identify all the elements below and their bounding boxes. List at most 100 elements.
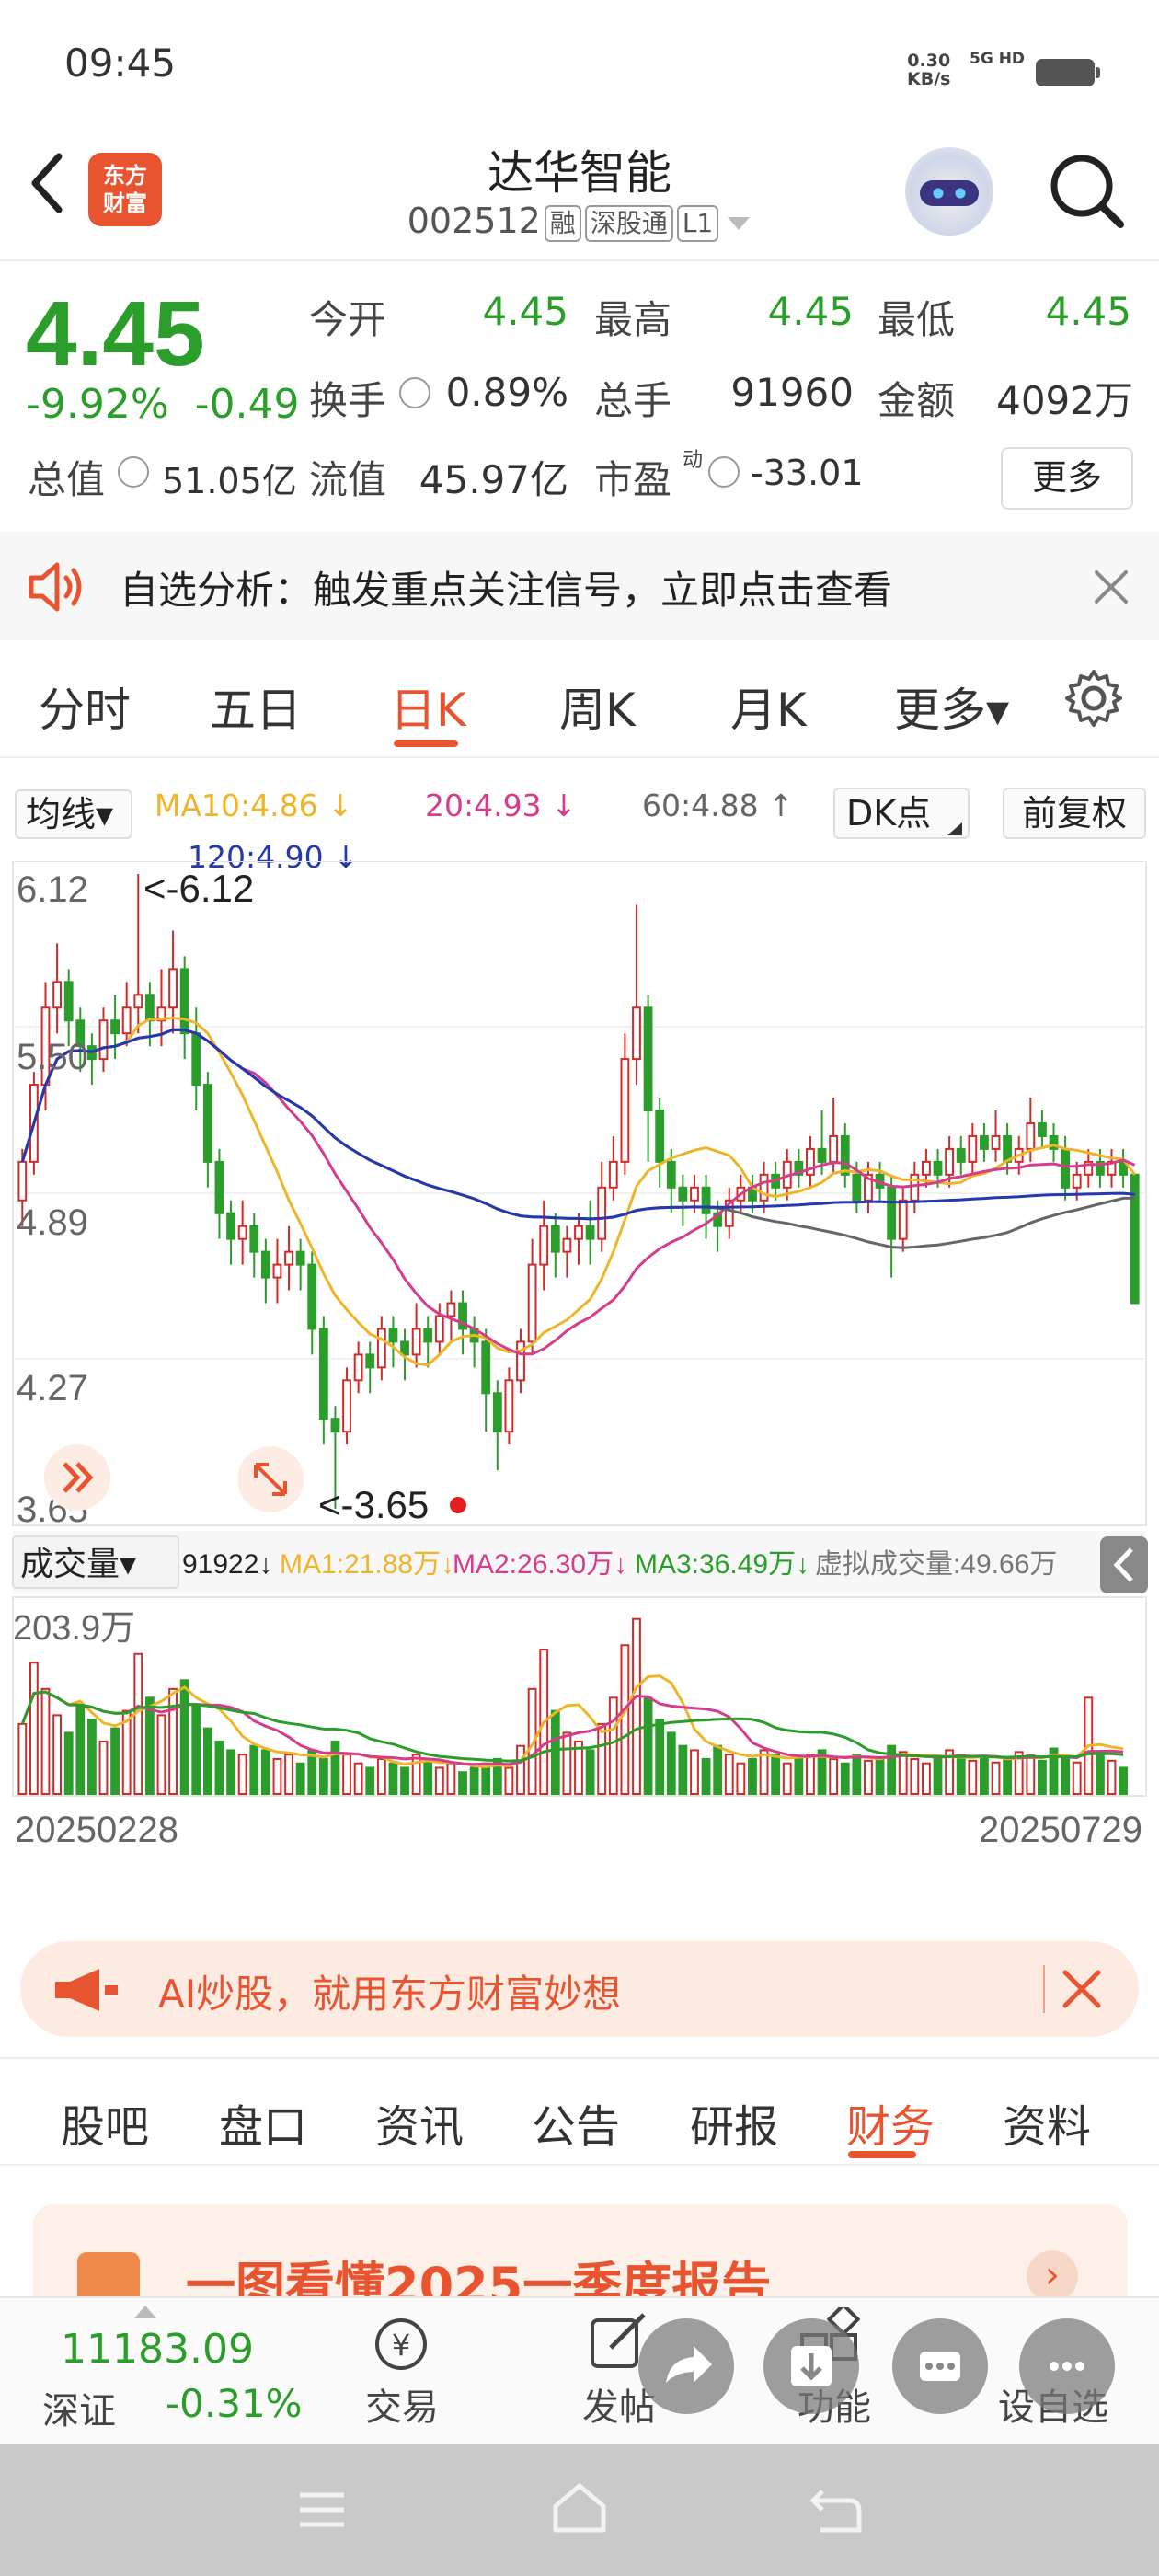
edit-icon[interactable] xyxy=(583,2307,657,2372)
tab-daily-k[interactable]: 日K xyxy=(390,684,466,737)
tab-profile[interactable]: 资料 xyxy=(1003,2101,1092,2153)
close-icon[interactable] xyxy=(1061,1969,1102,2009)
candle xyxy=(643,1006,653,1112)
volume-bar xyxy=(759,1749,769,1796)
kline-chart[interactable]: 6.12 5.50 4.89 4.27 3.65 <-6.12 <-3.65 成… xyxy=(0,861,1159,1910)
ma10-label: MA10:4.86 ↓ xyxy=(155,788,353,823)
download-fab[interactable] xyxy=(763,2318,859,2414)
adjust-button[interactable]: 前复权 xyxy=(1003,788,1146,839)
high-value: 4.45 xyxy=(767,289,854,334)
info-icon[interactable] xyxy=(399,377,430,408)
tab-pankou[interactable]: 盘口 xyxy=(219,2101,308,2153)
status-bar: 09:45 0.30 KB/s 5G HD xyxy=(0,0,1159,129)
high-marker: <-6.12 xyxy=(143,867,254,910)
more-button[interactable]: 更多 xyxy=(1001,447,1133,510)
volume-bar xyxy=(492,1757,502,1796)
candle xyxy=(388,1328,398,1343)
candle xyxy=(956,1147,966,1163)
back-icon[interactable] xyxy=(24,151,70,215)
index-value[interactable]: 11183.09 xyxy=(61,2326,254,2373)
volume-bar xyxy=(794,1757,804,1796)
gear-icon[interactable] xyxy=(1063,668,1124,729)
candle xyxy=(1049,1134,1059,1150)
tab-five-day[interactable]: 五日 xyxy=(210,684,302,737)
ma-select[interactable]: 均线▾ xyxy=(15,789,132,839)
tab-research[interactable]: 研报 xyxy=(690,2101,779,2153)
ma-line-MA10 xyxy=(20,1016,1136,1367)
eastmoney-logo[interactable]: 东方 财富 xyxy=(88,153,162,226)
volume-plot-frame xyxy=(12,1596,1147,1797)
volume-bar xyxy=(666,1731,676,1796)
volume-bar xyxy=(365,1766,375,1796)
info-icon[interactable] xyxy=(118,456,149,488)
x-end-date: 20250729 xyxy=(979,1810,1142,1850)
collapse-panel-icon[interactable] xyxy=(1100,1536,1148,1593)
tab-finance[interactable]: 财务 xyxy=(846,2101,935,2153)
tab-announcements[interactable]: 公告 xyxy=(532,2101,621,2153)
volume-bar xyxy=(678,1744,688,1795)
system-nav-bar xyxy=(0,2444,1159,2576)
candle xyxy=(307,1263,317,1330)
volume-bar xyxy=(144,1696,155,1796)
volume-bar xyxy=(585,1749,595,1796)
section-tabs: 股吧 盘口 资讯 公告 研报 财务 资料 xyxy=(0,2057,1159,2166)
share-fab[interactable] xyxy=(638,2318,734,2414)
expand-left-icon[interactable] xyxy=(44,1444,110,1511)
volume-bar xyxy=(1026,1754,1036,1796)
ai-promo-banner[interactable]: AI炒股，就用东方财富妙想 xyxy=(20,1941,1139,2037)
volume-select[interactable]: 成交量▾ xyxy=(12,1535,179,1589)
pe-superscript: 动 xyxy=(683,449,704,472)
low-marker: <-3.65 xyxy=(318,1483,429,1526)
nav-trade[interactable]: 交易 xyxy=(365,2386,439,2429)
nav-post[interactable]: 发帖 xyxy=(582,2386,656,2429)
candle xyxy=(446,1302,456,1317)
tab-guba[interactable]: 股吧 xyxy=(61,2101,150,2153)
caret-up-icon xyxy=(134,2306,156,2318)
share-icon xyxy=(666,2346,712,2383)
candle xyxy=(585,1225,595,1240)
dk-button[interactable]: DK点 xyxy=(833,788,970,839)
megaphone-icon xyxy=(55,1969,118,2011)
volume-bar xyxy=(295,1762,305,1795)
fullscreen-icon[interactable] xyxy=(237,1446,304,1512)
chevron-down-icon[interactable] xyxy=(726,214,752,233)
ma-line-20 xyxy=(20,1028,1136,1356)
volume-value: 91922↓ xyxy=(182,1549,272,1580)
volume-bar xyxy=(1049,1747,1059,1796)
ai-assistant-avatar[interactable] xyxy=(905,147,993,236)
candle xyxy=(666,1160,676,1189)
candle xyxy=(852,1173,862,1202)
trade-icon[interactable]: ¥ xyxy=(364,2311,438,2375)
tab-monthly-k[interactable]: 月K xyxy=(730,684,807,737)
menu-icon[interactable] xyxy=(296,2490,348,2530)
tab-more[interactable]: 更多▾ xyxy=(894,684,1010,737)
close-icon[interactable] xyxy=(1093,569,1130,605)
search-icon[interactable] xyxy=(1045,149,1128,232)
chevron-right-icon[interactable]: › xyxy=(1027,2250,1078,2302)
volume-bar xyxy=(748,1757,757,1796)
candle xyxy=(1096,1160,1105,1176)
y-tick: 5.50 xyxy=(17,1037,88,1077)
home-icon[interactable] xyxy=(550,2480,609,2536)
chat-fab[interactable] xyxy=(1019,2318,1115,2414)
candle xyxy=(759,1173,769,1202)
report-card[interactable]: 一图看懂2025一季度报告 › xyxy=(33,2204,1128,2306)
volume-select-label: 成交量▾ xyxy=(20,1546,136,1583)
candle xyxy=(504,1379,514,1433)
grid-icon xyxy=(920,2352,960,2381)
signal-banner[interactable]: 自选分析：触发重点关注信号，立即点击查看 xyxy=(0,532,1159,640)
grid-fab[interactable] xyxy=(892,2318,988,2414)
back-nav-icon[interactable] xyxy=(808,2484,865,2536)
tab-news[interactable]: 资讯 xyxy=(375,2101,465,2153)
candle xyxy=(330,1418,340,1433)
info-icon[interactable] xyxy=(708,456,740,488)
candle xyxy=(260,1250,270,1279)
tab-weekly-k[interactable]: 周K xyxy=(559,684,636,737)
volume-bar xyxy=(1107,1759,1117,1796)
signal-icon: 5G HD xyxy=(970,50,1026,68)
candle xyxy=(620,1058,630,1163)
candle xyxy=(1061,1147,1071,1189)
volume-bar xyxy=(214,1740,224,1796)
tab-intraday[interactable]: 分时 xyxy=(39,684,131,737)
low-label: 最低 xyxy=(878,297,956,342)
